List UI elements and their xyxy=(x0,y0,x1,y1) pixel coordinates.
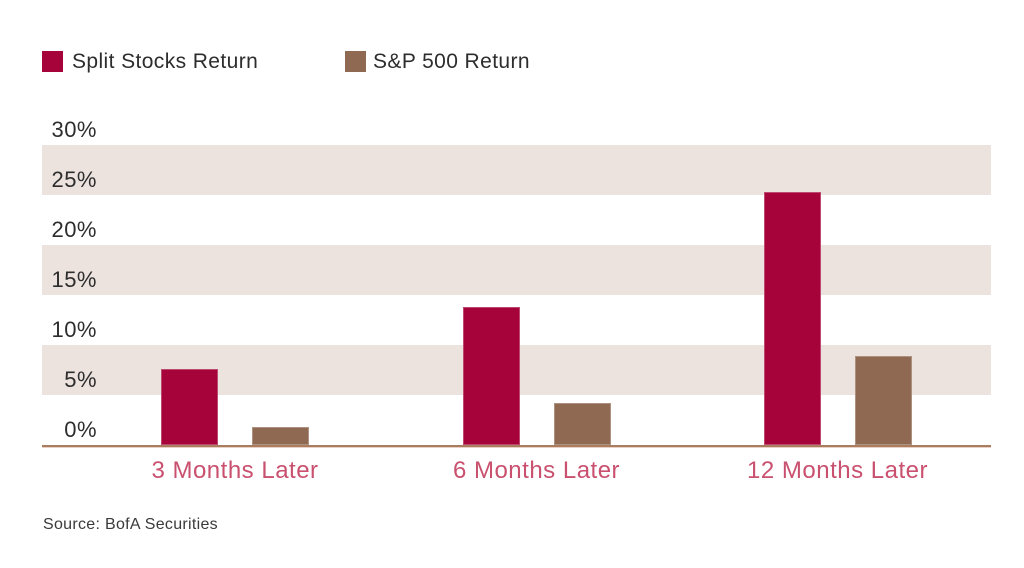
source-note: Source: BofA Securities xyxy=(43,516,218,533)
bar-split-stocks xyxy=(462,307,520,445)
category-label: 3 Months Later xyxy=(151,457,319,484)
y-tick-label: 5% xyxy=(64,367,97,392)
y-tick-label: 10% xyxy=(51,317,97,342)
x-axis-line-shadow xyxy=(42,447,991,448)
legend-label-split-stocks: Split Stocks Return xyxy=(72,50,259,73)
grid-stripe xyxy=(42,145,991,195)
y-tick-label: 30% xyxy=(51,117,97,142)
y-tick-label: 0% xyxy=(64,417,97,442)
legend-swatch-split-stocks xyxy=(42,51,63,72)
bar-sp500 xyxy=(854,356,912,445)
legend-swatch-sp500 xyxy=(345,51,366,72)
bar-sp500 xyxy=(553,403,611,445)
bar-sp500 xyxy=(252,427,309,445)
legend-label-sp500: S&P 500 Return xyxy=(373,50,530,73)
y-tick-label: 20% xyxy=(51,217,97,242)
y-tick-label: 25% xyxy=(51,167,97,192)
bar-split-stocks xyxy=(763,192,821,445)
grid-stripe xyxy=(42,245,991,295)
y-tick-label: 15% xyxy=(51,267,97,292)
x-axis-line xyxy=(42,445,991,447)
plot-area xyxy=(42,145,991,448)
category-label: 6 Months Later xyxy=(452,457,621,484)
category-label: 12 Months Later xyxy=(747,457,928,484)
bar-split-stocks xyxy=(161,369,218,445)
